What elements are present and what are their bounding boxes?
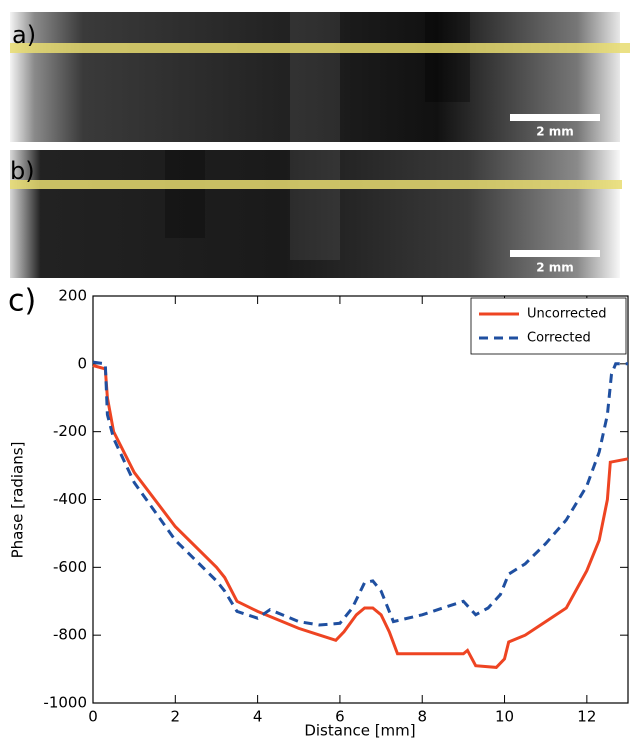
x-tick-label: 0	[88, 708, 98, 726]
image-feature	[290, 150, 340, 260]
scale-bar	[510, 250, 600, 257]
y-tick-label: -600	[53, 558, 87, 576]
x-tick-label: 12	[577, 708, 596, 726]
scale-bar-label: 2 mm	[536, 261, 574, 275]
legend-label: Uncorrected	[527, 307, 607, 322]
panel-label: b)	[10, 157, 35, 185]
series-line	[92, 364, 629, 669]
panel-label: c)	[8, 284, 36, 319]
series-line	[92, 360, 628, 627]
x-tick-label: 6	[335, 708, 345, 726]
image-feature	[425, 12, 470, 102]
x-tick-label: 2	[171, 708, 181, 726]
y-axis-label: Phase [radians]	[9, 442, 27, 559]
profile-band	[10, 180, 622, 189]
legend-box	[470, 297, 627, 355]
legend-label: Corrected	[527, 331, 591, 346]
plot-frame	[92, 295, 629, 704]
panel-label: a)	[12, 21, 36, 49]
y-tick-label: -800	[53, 626, 87, 644]
y-tick-label: -200	[53, 422, 87, 440]
y-tick-label: 200	[58, 287, 87, 305]
y-tick-label: 0	[77, 354, 87, 372]
image-feature	[165, 150, 205, 238]
x-tick-label: 8	[417, 708, 427, 726]
x-axis-label: Distance [mm]	[304, 722, 415, 740]
y-tick-label: -1000	[43, 694, 87, 712]
x-tick-label: 4	[253, 708, 263, 726]
scale-bar-label: 2 mm	[536, 125, 574, 139]
x-tick-label: 10	[495, 708, 514, 726]
profile-band	[10, 43, 630, 53]
scale-bar	[510, 114, 600, 121]
image-feature	[290, 12, 340, 142]
y-tick-label: -400	[53, 490, 87, 508]
